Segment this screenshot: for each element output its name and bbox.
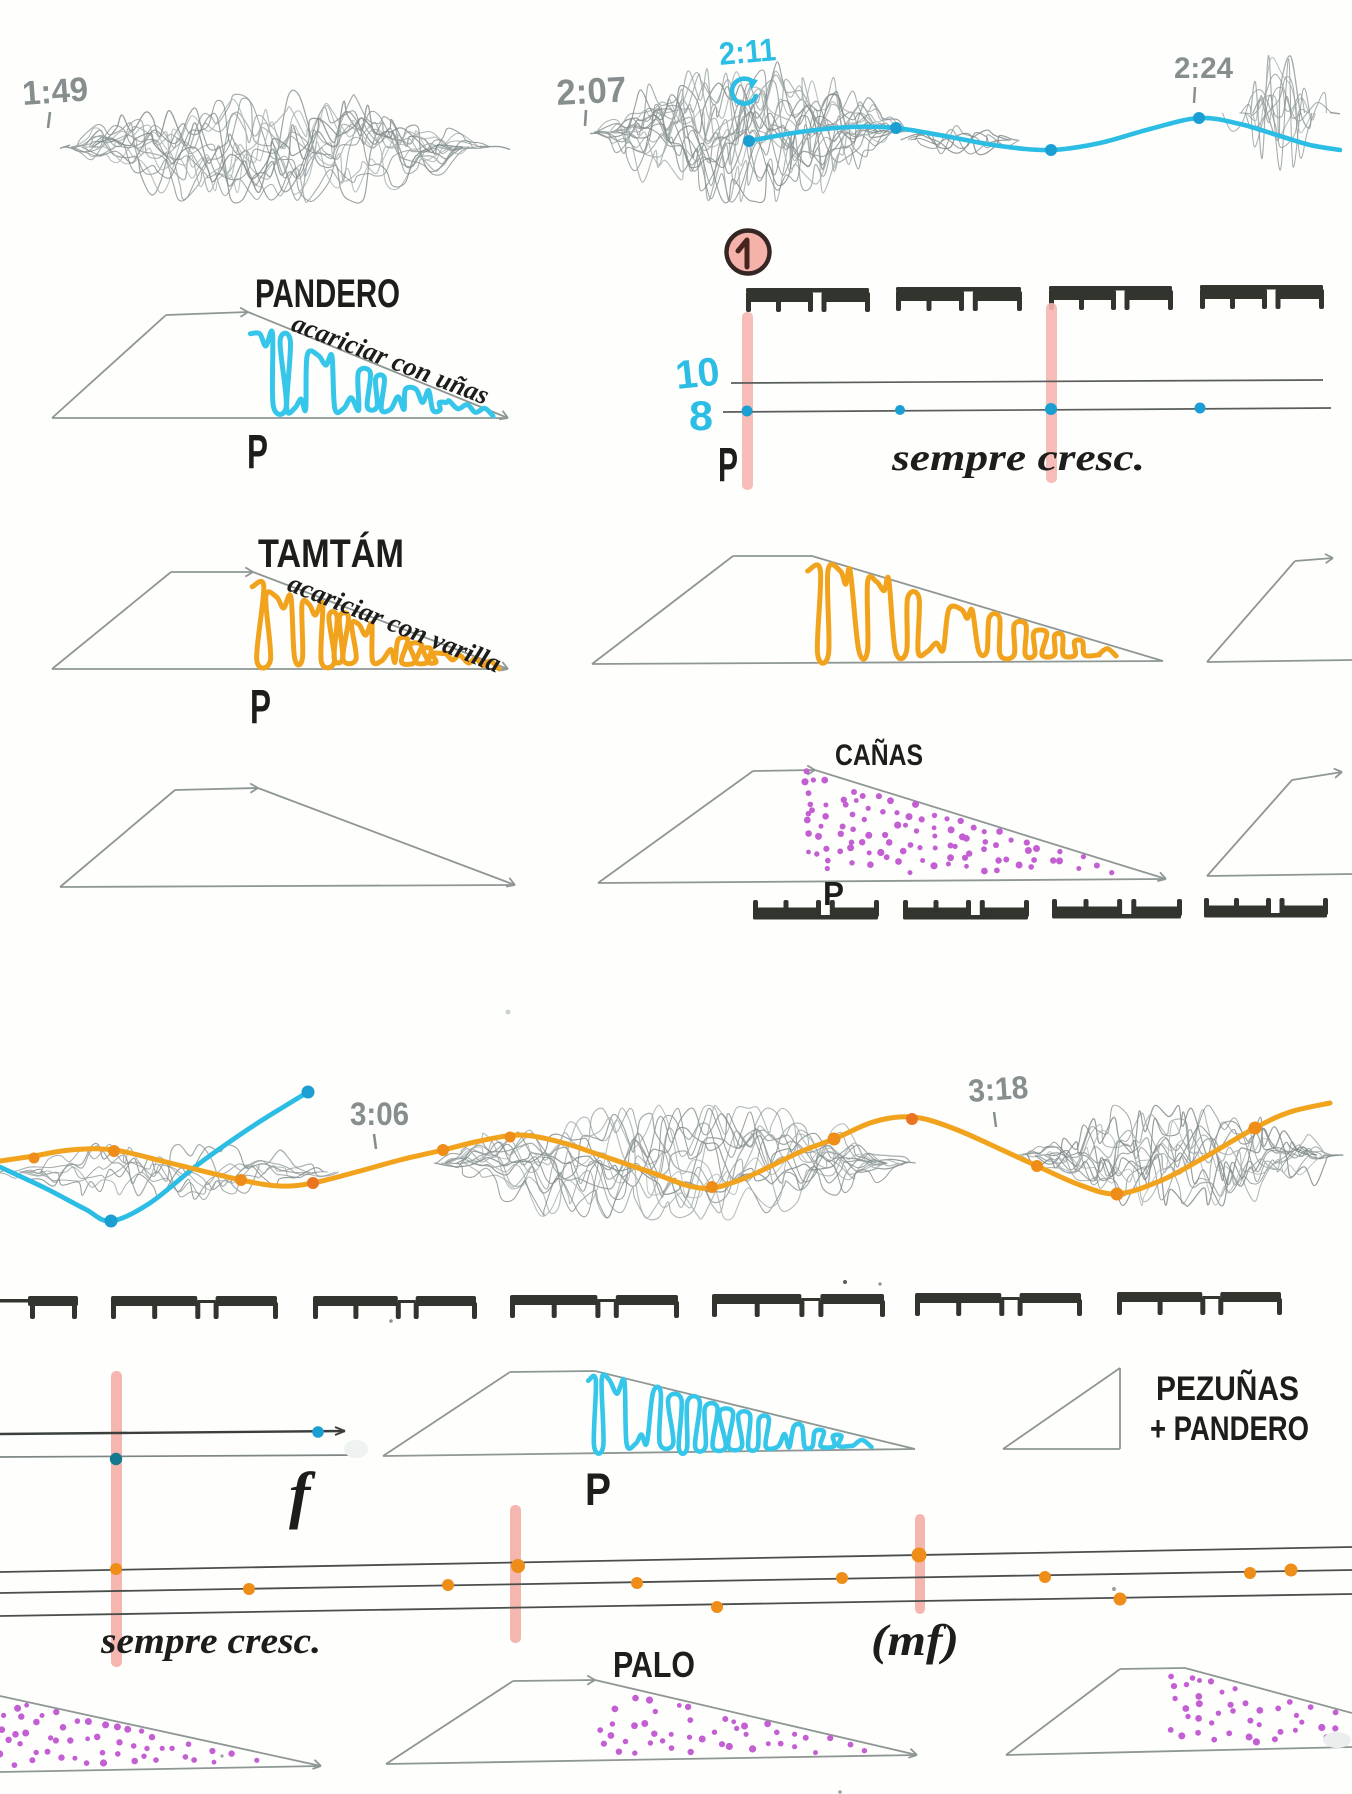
svg-text:P: P — [718, 439, 738, 492]
svg-text:P: P — [823, 875, 844, 912]
svg-text:2:07: 2:07 — [555, 68, 627, 113]
svg-text:3:18: 3:18 — [967, 1069, 1029, 1109]
svg-text:PEZUÑAS: PEZUÑAS — [1156, 1370, 1299, 1408]
svg-text:sempre cresc.: sempre cresc. — [891, 437, 1145, 479]
svg-text:P: P — [585, 1464, 611, 1515]
svg-text:1:49: 1:49 — [21, 70, 89, 113]
svg-text:3:06: 3:06 — [350, 1096, 409, 1132]
svg-text:CAÑAS: CAÑAS — [835, 738, 923, 772]
svg-text:2:24: 2:24 — [1174, 52, 1233, 85]
svg-text:PANDERO: PANDERO — [255, 272, 400, 316]
svg-text:sempre cresc.: sempre cresc. — [100, 1621, 321, 1662]
svg-text:8: 8 — [689, 392, 713, 439]
svg-text:10: 10 — [673, 350, 721, 398]
svg-text:TAMTÁM: TAMTÁM — [258, 531, 404, 576]
svg-text:+ PANDERO: + PANDERO — [1150, 1410, 1309, 1448]
svg-text:PALO: PALO — [613, 1644, 695, 1685]
svg-text:(mf): (mf) — [871, 1616, 959, 1665]
svg-text:2:11: 2:11 — [717, 31, 777, 72]
svg-text:P: P — [247, 426, 268, 479]
svg-text:P: P — [250, 681, 271, 734]
